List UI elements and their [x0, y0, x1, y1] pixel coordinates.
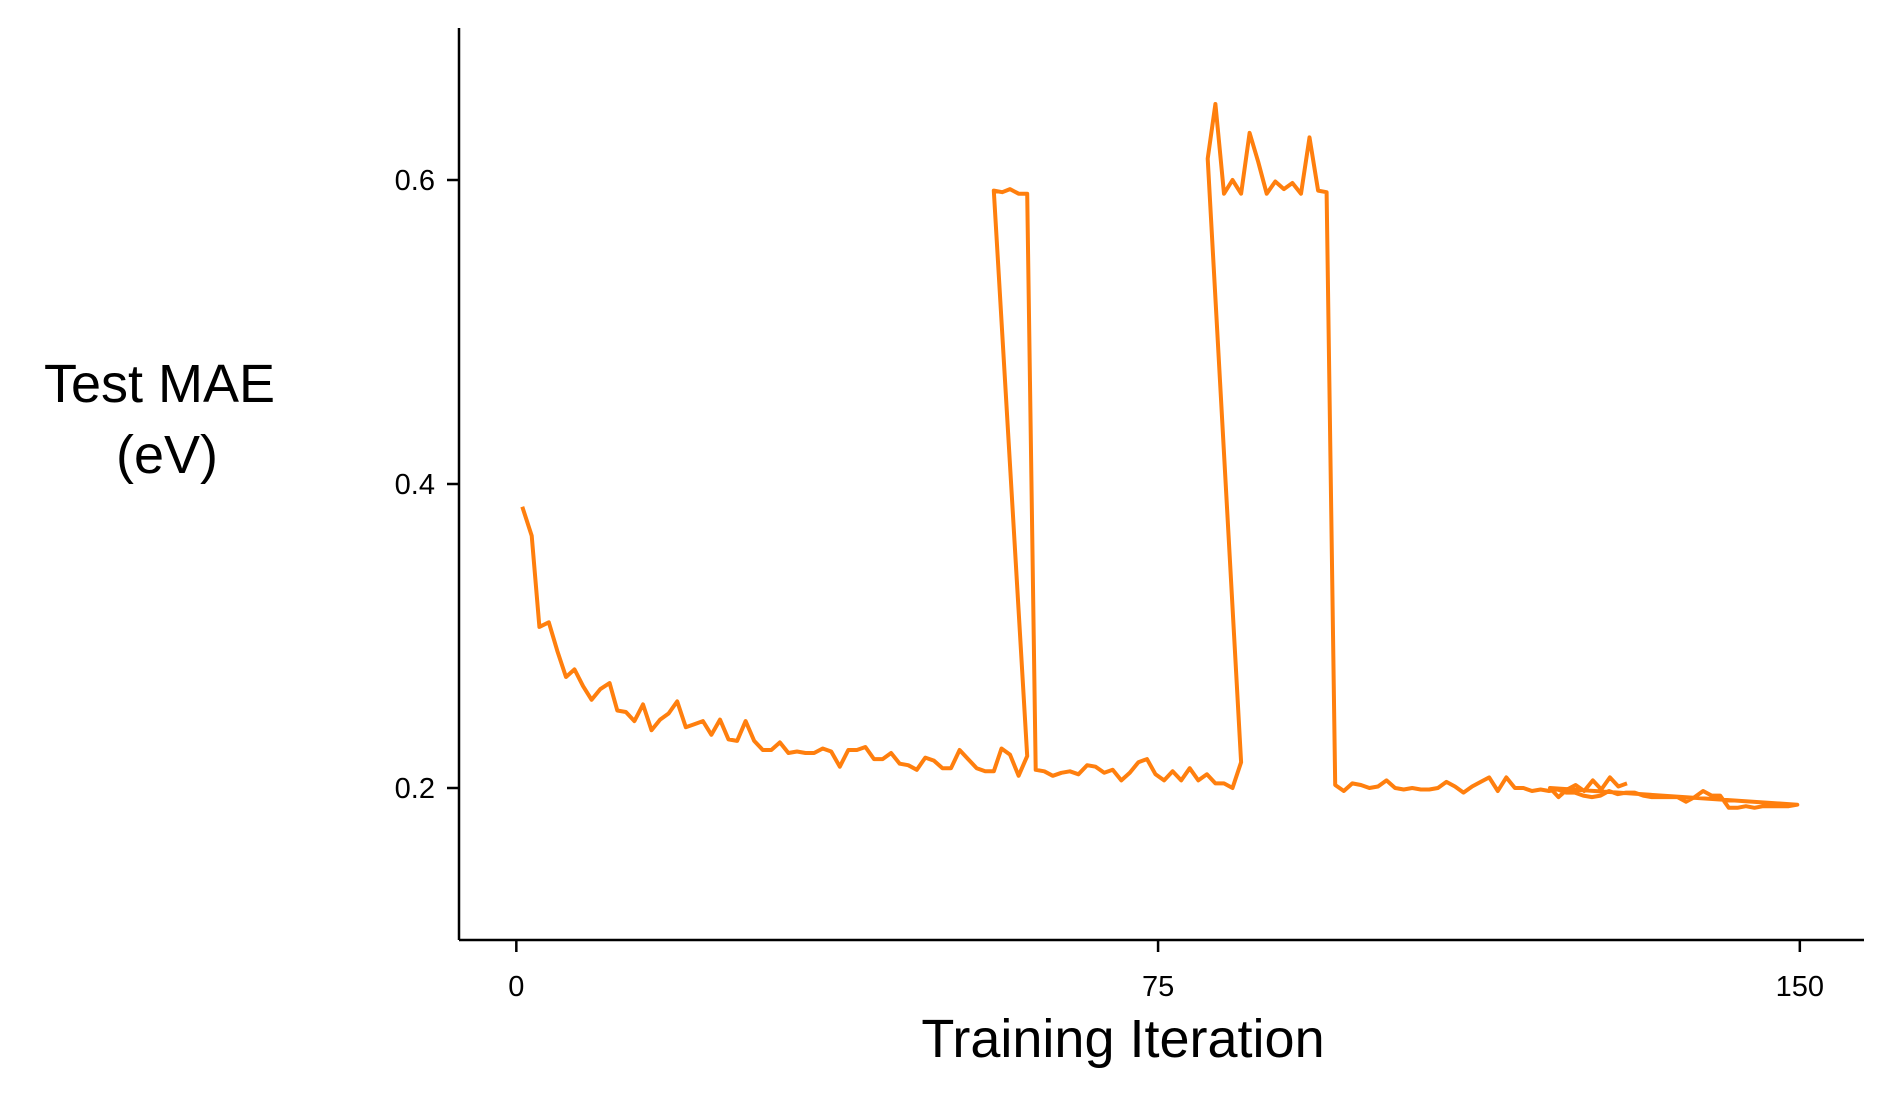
x-axis-title: Training Iteration	[921, 1009, 1324, 1069]
y-ticks: 0.2 0.4 0.6	[395, 165, 459, 805]
series-line	[520, 102, 1800, 810]
axes	[457, 28, 1864, 942]
x-tick-label: 75	[1142, 971, 1174, 1003]
y-axis-title: Test MAE (eV)	[44, 354, 290, 485]
x-tick-label: 150	[1776, 971, 1824, 1003]
y-tick-label: 0.6	[395, 165, 435, 197]
x-tick-label: 0	[508, 971, 524, 1003]
x-ticks: 0 75 150	[508, 940, 1824, 1003]
y-axis-title-line-1: Test MAE	[44, 354, 275, 414]
y-tick-label: 0.2	[395, 773, 435, 805]
plot-series	[520, 102, 1800, 810]
y-tick-label: 0.4	[395, 469, 435, 501]
y-axis-title-line-2: (eV)	[116, 425, 218, 485]
